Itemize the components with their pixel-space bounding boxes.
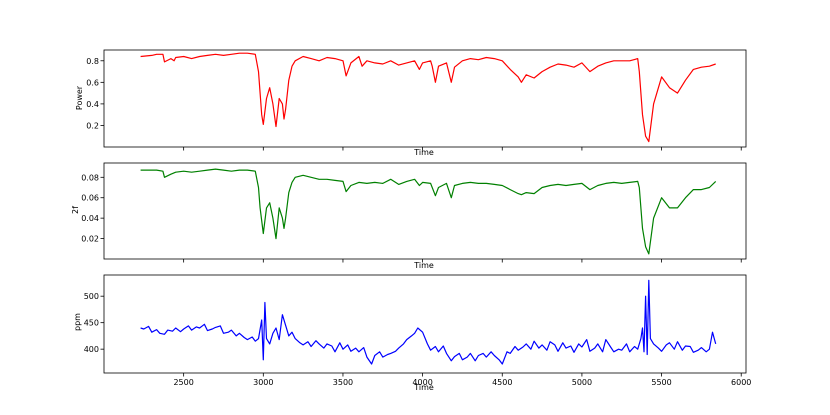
power-axes-frame (103, 49, 747, 148)
2f-axes-frame (103, 162, 747, 260)
ppm-series-line-0 (140, 279, 717, 365)
ppm-axes-frame (103, 274, 747, 374)
ppm-xtick-label: 2500 (173, 378, 193, 387)
power-ytick-label: 0.6 (86, 78, 99, 87)
power-ytick-label: 0.4 (86, 100, 99, 109)
2f-xlabel: Time (413, 261, 434, 270)
ppm-xtick-label: 4500 (492, 378, 512, 387)
2f-ytick-label: 0.06 (81, 194, 99, 203)
ppm-panel: 400 450 500 2500 3000 3500 4000 4500 5000 5500 600… (84, 274, 751, 387)
ppm-ylabel: ppm (73, 313, 82, 331)
power-xlabel: Time (413, 148, 434, 157)
ppm-xtick-label: 4000 (412, 378, 432, 387)
power-ytick-label: 0.8 (86, 57, 99, 66)
ppm-xlabel: Time (413, 383, 434, 392)
ppm-xtick-label: 6000 (731, 378, 751, 387)
ppm-xtick-label: 5500 (651, 378, 671, 387)
2f-ytick-label: 0.02 (81, 235, 99, 244)
ppm-ytick-label: 500 (84, 292, 99, 301)
power-series-line-0 (140, 52, 716, 143)
2f-ylabel: 2f (71, 206, 80, 214)
power-ylabel: Power (75, 85, 84, 110)
2f-series-line-0 (140, 168, 717, 255)
power-ytick-label: 0.2 (86, 121, 99, 130)
2f-panel: 0.02 0.04 0.06 0.08 (81, 162, 747, 263)
ppm-xtick-label: 3500 (333, 378, 353, 387)
ppm-ytick-label: 400 (84, 345, 99, 354)
2f-ytick-label: 0.08 (81, 173, 99, 182)
2f-ytick-label: 0.04 (81, 214, 99, 223)
ppm-xtick-label: 3000 (253, 378, 273, 387)
power-panel: 0.2 0.4 0.6 0.8 (86, 49, 747, 151)
ppm-xtick-label: 5000 (572, 378, 592, 387)
ppm-ytick-label: 450 (84, 319, 99, 328)
